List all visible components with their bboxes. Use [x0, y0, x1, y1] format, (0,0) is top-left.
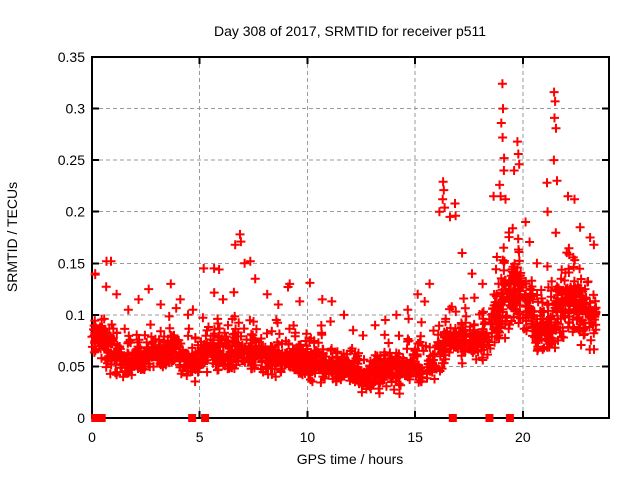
- baseline-flag: [448, 414, 457, 422]
- y-axis-label: SRMTID / TECUs: [4, 182, 20, 292]
- baseline-flag: [91, 414, 100, 422]
- baseline-flag-markers: [91, 414, 514, 422]
- baseline-flag: [505, 414, 514, 422]
- x-axis-label: GPS time / hours: [297, 451, 404, 467]
- x-tick-label: 10: [300, 429, 316, 445]
- y-tick-label: 0.35: [58, 49, 85, 65]
- y-tick-label: 0.25: [58, 152, 85, 168]
- tick-labels: 0 5 10 15 20 0 0.05 0.1 0.15 0.2 0.25 0.3 0.35: [58, 49, 531, 445]
- axes: [91, 56, 610, 419]
- y-tick-label: 0.2: [66, 204, 86, 220]
- baseline-flag: [201, 414, 210, 422]
- y-tick-label: 0.3: [66, 101, 86, 117]
- y-tick-label: 0: [77, 410, 85, 426]
- data-points: [87, 79, 601, 399]
- baseline-flag: [97, 414, 106, 422]
- baseline-flag: [485, 414, 494, 422]
- chart-title: Day 308 of 2017, SRMTID for receiver p51…: [214, 23, 486, 39]
- y-tick-label: 0.05: [58, 358, 85, 374]
- x-tick-label: 15: [407, 429, 423, 445]
- x-tick-label: 5: [196, 429, 204, 445]
- baseline-flag: [188, 414, 197, 422]
- x-tick-label: 0: [88, 429, 96, 445]
- plot-border: [91, 56, 610, 419]
- x-tick-label: 20: [515, 429, 531, 445]
- plot-dynamic-layer: 0 5 10 15 20 0 0.05 0.1 0.15 0.2 0.25 0.3 0.35: [58, 49, 610, 445]
- y-tick-label: 0.1: [66, 307, 86, 323]
- y-tick-label: 0.15: [58, 255, 85, 271]
